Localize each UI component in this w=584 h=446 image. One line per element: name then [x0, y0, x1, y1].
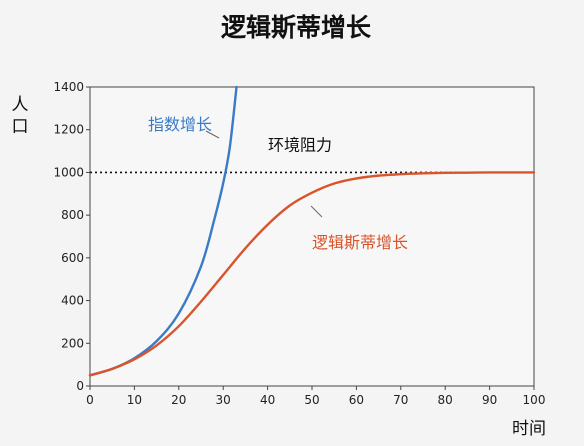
y-axis-label-char-1: 人 — [12, 95, 29, 115]
x-tick-label-20: 20 — [171, 393, 186, 407]
x-tick-label-30: 30 — [216, 393, 231, 407]
chart-title: 逻辑斯蒂增长 — [221, 13, 372, 42]
series-pointer-1 — [310, 205, 323, 218]
x-tick-label-100: 100 — [523, 393, 546, 407]
x-tick-label-0: 0 — [86, 393, 94, 407]
series-pointer-0 — [205, 130, 220, 139]
x-tick-label-60: 60 — [349, 393, 364, 407]
y-tick-label-0: 0 — [76, 379, 84, 393]
x-tick-label-40: 40 — [260, 393, 275, 407]
x-axis-label: 时间 — [512, 419, 546, 439]
y-tick-label-1000: 1000 — [53, 165, 84, 179]
x-tick-label-50: 50 — [304, 393, 319, 407]
y-tick-label-400: 400 — [61, 294, 84, 308]
reference-line-label-0: 环境阻力 — [268, 135, 332, 154]
y-tick-label-600: 600 — [61, 251, 84, 265]
y-tick-label-1200: 1200 — [53, 123, 84, 137]
y-axis-label-char-2: 口 — [12, 117, 29, 137]
y-tick-label-200: 200 — [61, 336, 84, 350]
series-label-0: 指数增长 — [148, 115, 212, 134]
x-tick-label-90: 90 — [482, 393, 497, 407]
y-tick-label-800: 800 — [61, 208, 84, 222]
y-tick-label-1400: 1400 — [53, 80, 84, 94]
series-lines — [88, 85, 536, 377]
plot-frame — [89, 86, 535, 387]
x-tick-label-10: 10 — [127, 393, 142, 407]
axis-ticks: 0 10 20 30 40 50 60 70 80 90 100020040060080010001… — [53, 80, 545, 407]
series-line-1 — [88, 171, 536, 377]
y-axis-label: 人 口 — [12, 95, 29, 137]
x-tick-label-70: 70 — [393, 393, 408, 407]
x-tick-label-80: 80 — [438, 393, 453, 407]
series-label-1: 逻辑斯蒂增长 — [312, 233, 408, 252]
